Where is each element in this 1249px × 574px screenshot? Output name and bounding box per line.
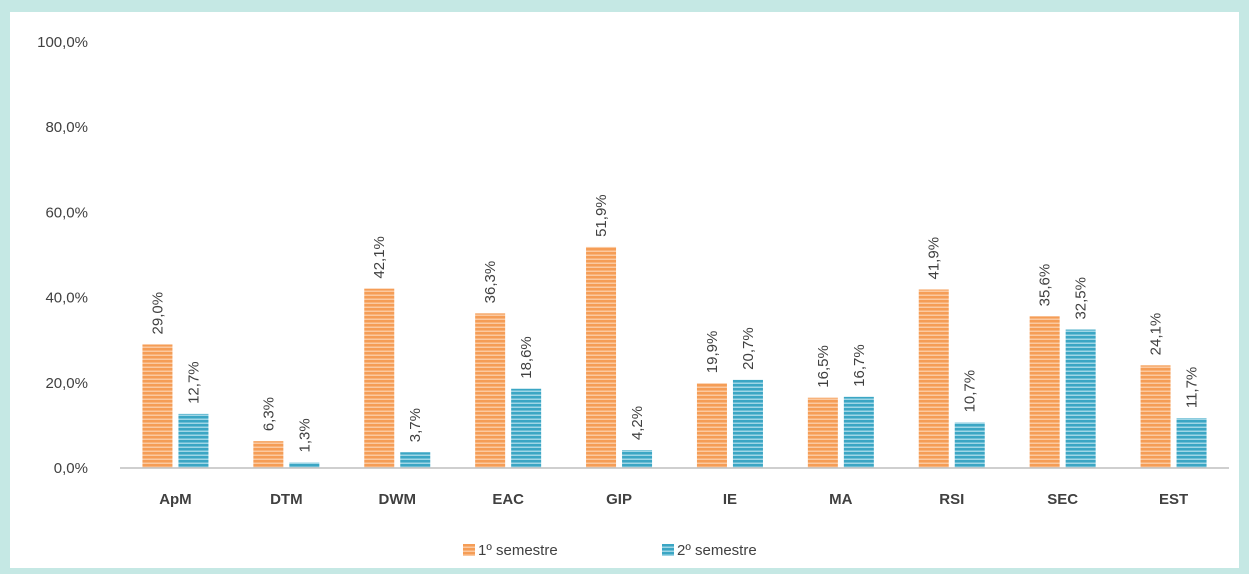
category-label: SEC	[1047, 491, 1078, 508]
data-label: 20,7%	[740, 327, 757, 370]
category-label: DTM	[270, 491, 303, 508]
data-label: 10,7%	[962, 370, 979, 413]
bar-semester-2-ie	[732, 379, 763, 468]
data-label: 36,3%	[482, 261, 499, 304]
bar-semester-1-rsi	[918, 289, 949, 468]
legend-swatch	[662, 544, 674, 556]
data-label: 12,7%	[185, 361, 202, 404]
bar-semester-2-dtm	[289, 462, 320, 468]
legend-label: 2º semestre	[677, 542, 757, 559]
bar-semester-1-est	[1140, 365, 1171, 468]
data-label: 11,7%	[1184, 367, 1201, 408]
bar-semester-2-ma	[843, 396, 874, 468]
y-tick-label: 100,0%	[37, 34, 88, 51]
data-label: 18,6%	[518, 336, 535, 379]
data-label: 51,9%	[593, 194, 610, 237]
legend-item-semester-1[interactable]: 1º semestre	[463, 542, 558, 559]
data-label: 6,3%	[260, 397, 277, 431]
bar-semester-1-ma	[807, 397, 838, 468]
data-label: 1,3%	[296, 418, 313, 452]
bar-semester-2-sec	[1065, 329, 1096, 468]
data-label: 42,1%	[371, 236, 388, 279]
bar-chart: 0,0% 20,0% 40,0% 60,0% 80,0% 100,0% 29,0% 12,7…	[37, 34, 1229, 559]
category-label: GIP	[606, 491, 632, 508]
category-label: ApM	[159, 491, 192, 508]
legend-swatch	[463, 544, 475, 556]
bars-group	[142, 246, 1207, 468]
data-label: 35,6%	[1037, 264, 1054, 307]
y-tick-label: 0,0%	[54, 460, 88, 477]
data-label: 32,5%	[1073, 277, 1090, 320]
y-tick-label: 80,0%	[45, 119, 88, 136]
data-label: 16,5%	[815, 345, 832, 388]
bar-semester-1-dtm	[253, 441, 284, 468]
data-label: 4,2%	[629, 406, 646, 440]
legend[interactable]: 1º semestre 2º semestre	[463, 542, 757, 559]
category-label: RSI	[939, 491, 964, 508]
legend-label: 1º semestre	[478, 542, 558, 559]
bar-semester-1-gip	[586, 246, 617, 468]
bar-semester-2-est	[1176, 418, 1207, 468]
bar-semester-1-dwm	[364, 288, 395, 468]
bar-semester-1-sec	[1029, 316, 1060, 468]
data-label: 19,9%	[704, 331, 721, 374]
bar-semester-1-apm	[142, 344, 173, 468]
data-label: 24,1%	[1148, 313, 1165, 356]
y-tick-label: 20,0%	[45, 375, 88, 392]
bar-semester-2-rsi	[954, 422, 985, 468]
chart-frame: 0,0% 20,0% 40,0% 60,0% 80,0% 100,0% 29,0% 12,7…	[10, 12, 1239, 568]
bar-semester-1-ie	[696, 383, 727, 468]
category-label: MA	[829, 491, 852, 508]
data-label: 41,9%	[926, 237, 943, 280]
bar-semester-2-eac	[511, 388, 542, 468]
data-labels-group: 29,0% 12,7% 6,3% 1,3% 42,1% 3,7% 36,3% 18,6% 51,…	[149, 194, 1200, 452]
data-label: 16,7%	[851, 344, 868, 387]
category-label: IE	[723, 491, 737, 508]
bar-semester-1-eac	[475, 313, 506, 468]
category-label: DWM	[379, 491, 417, 508]
y-tick-label: 60,0%	[45, 204, 88, 221]
x-axis-category-labels: ApM DTM DWM EAC GIP IE MA RSI SEC EST	[159, 491, 1188, 508]
data-label: 29,0%	[149, 292, 166, 335]
data-label: 3,7%	[407, 408, 424, 442]
bar-semester-2-gip	[622, 450, 653, 468]
category-label: EST	[1159, 491, 1188, 508]
category-label: EAC	[492, 491, 524, 508]
legend-item-semester-2[interactable]: 2º semestre	[662, 542, 757, 559]
y-axis-tick-labels: 0,0% 20,0% 40,0% 60,0% 80,0% 100,0%	[37, 34, 88, 477]
y-tick-label: 40,0%	[45, 290, 88, 307]
bar-semester-2-dwm	[400, 452, 431, 468]
bar-semester-2-apm	[178, 413, 209, 468]
